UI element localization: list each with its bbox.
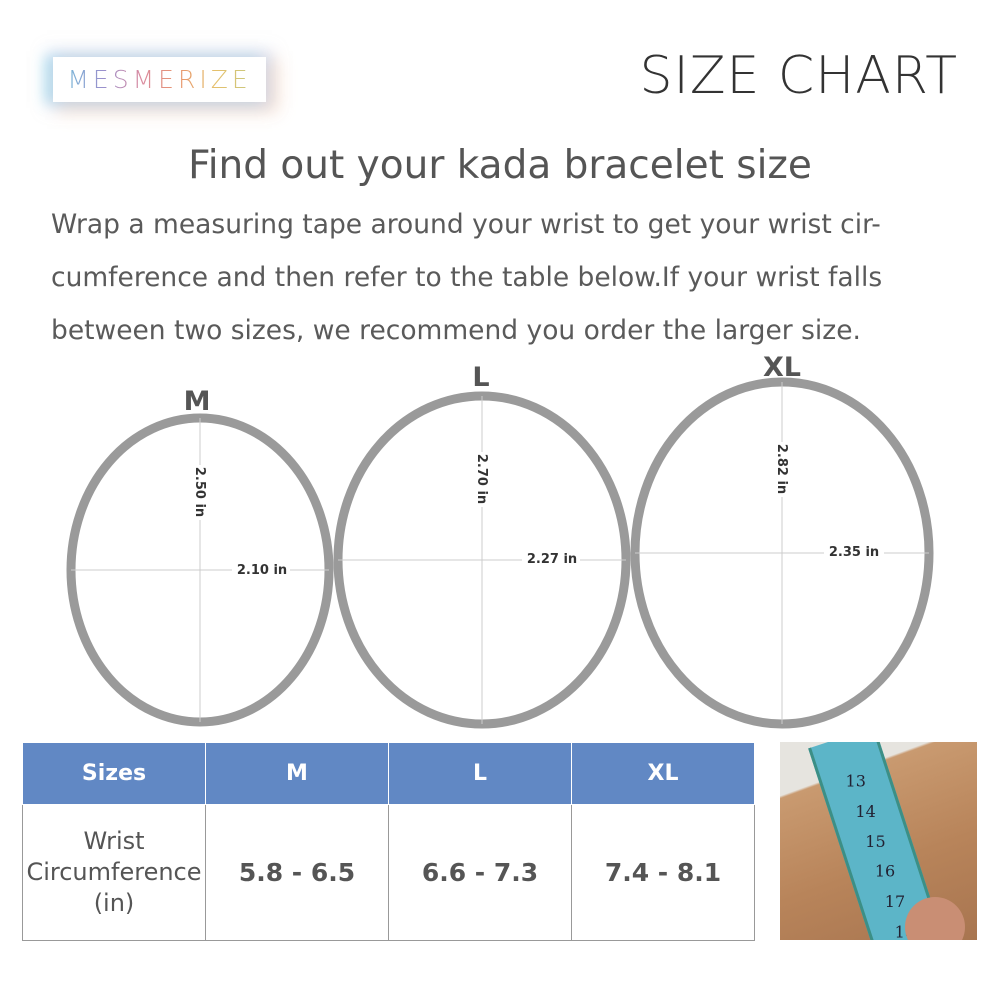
- thumb: [905, 897, 965, 940]
- header-l: L: [388, 742, 572, 805]
- size-label: L: [472, 362, 489, 393]
- page-title: SIZE CHART: [639, 46, 958, 106]
- bracelet-m: M 2.10 in 2.50 in: [66, 386, 334, 727]
- header-xl: XL: [571, 742, 755, 805]
- cell-xl: 7.4 - 8.1: [571, 804, 755, 941]
- tape-number: 15: [865, 831, 886, 851]
- width-label: 2.10 in: [237, 563, 287, 578]
- width-label: 2.27 in: [527, 552, 577, 567]
- tape-number: 17: [884, 892, 905, 912]
- size-label: XL: [763, 352, 801, 383]
- brand-logo: MESMERIZE: [53, 57, 266, 102]
- cell-m: 5.8 - 6.5: [205, 804, 389, 941]
- size-table: Sizes M L XL Wrist Circumference (in) 5.…: [22, 742, 755, 941]
- row-label: Wrist Circumference (in): [22, 804, 206, 941]
- width-label: 2.35 in: [829, 545, 879, 560]
- heading: Find out your kada bracelet size: [188, 143, 812, 188]
- header-sizes: Sizes: [22, 742, 206, 805]
- logo-text: MESMERIZE: [67, 65, 252, 94]
- tape-number: 16: [874, 862, 896, 882]
- height-label: 2.82 in: [774, 444, 789, 494]
- header-m: M: [205, 742, 389, 805]
- bracelet-l: L 2.27 in 2.70 in: [333, 362, 631, 729]
- bracelet-xl: XL 2.35 in 2.82 in: [630, 352, 934, 729]
- cell-l: 6.6 - 7.3: [388, 804, 572, 941]
- wrist-measuring-photo: 13 14 15 16 17 18: [780, 742, 977, 940]
- table-row: Wrist Circumference (in) 5.8 - 6.5 6.6 -…: [22, 804, 755, 941]
- height-label: 2.70 in: [474, 454, 489, 504]
- height-label: 2.50 in: [192, 467, 207, 517]
- tape-number: 14: [855, 801, 876, 821]
- size-label: M: [184, 386, 211, 417]
- description: Wrap a measuring tape around your wrist …: [51, 209, 883, 346]
- table-header-row: Sizes M L XL: [22, 742, 755, 805]
- tape-number: 13: [845, 771, 866, 791]
